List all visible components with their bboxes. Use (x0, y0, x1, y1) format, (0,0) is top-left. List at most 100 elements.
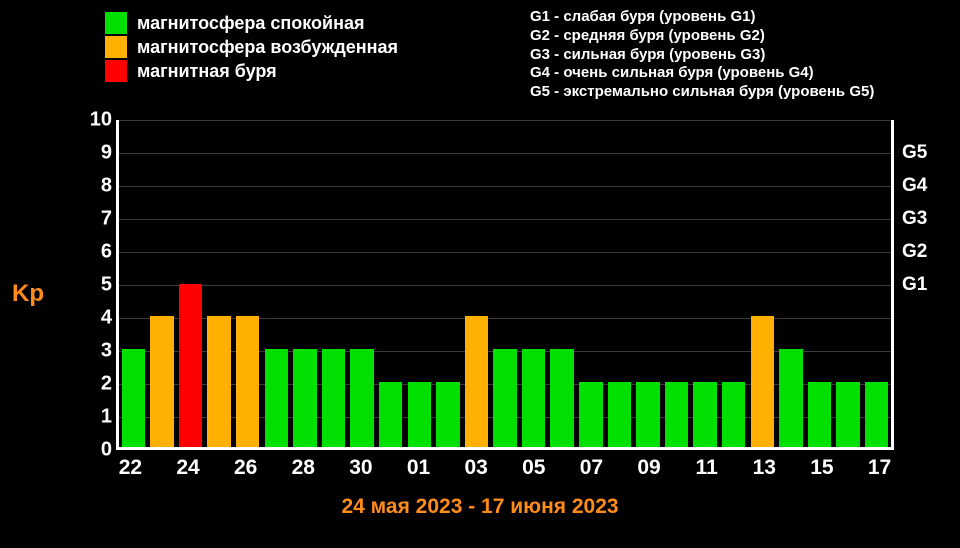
bar (522, 349, 545, 447)
legend-text: магнитосфера возбужденная (137, 37, 398, 58)
x-tick-label (606, 456, 635, 480)
x-tick-label (721, 456, 750, 480)
g-scale-label: G3 (902, 208, 927, 230)
x-tick-label (202, 456, 231, 480)
bar-slot (834, 120, 863, 447)
bar-slot (205, 120, 234, 447)
y-axis-label: Kp (12, 280, 44, 308)
bar-slot (376, 120, 405, 447)
bar (265, 349, 288, 447)
bar (322, 349, 345, 447)
x-tick-label (779, 456, 808, 480)
x-tick-label: 26 (231, 456, 260, 480)
bar (350, 349, 373, 447)
bar-slot (719, 120, 748, 447)
bar-slot (748, 120, 777, 447)
y-tick-label: 4 (101, 307, 112, 330)
bar-slot (176, 120, 205, 447)
legend-right-line: G5 - экстремально сильная буря (уровень … (530, 83, 874, 102)
x-tick-label: 11 (692, 456, 721, 480)
g-scale-label: G1 (902, 274, 927, 296)
x-tick-label: 22 (116, 456, 145, 480)
legend-left: магнитосфера спокойная магнитосфера возбу… (105, 12, 398, 84)
bar (293, 349, 316, 447)
bar-slot (119, 120, 148, 447)
x-tick-label (375, 456, 404, 480)
bar (408, 382, 431, 447)
x-axis-ticks: 22 24 26 28 30 01 03 05 07 09 11 13 15 1… (116, 456, 894, 480)
x-tick-label: 03 (462, 456, 491, 480)
x-tick-label: 07 (577, 456, 606, 480)
bar (693, 382, 716, 447)
bar (179, 284, 202, 448)
bar-slot (462, 120, 491, 447)
bar-slot (634, 120, 663, 447)
legend-swatch (105, 36, 127, 58)
y-tick-label: 9 (101, 142, 112, 165)
legend-swatch (105, 60, 127, 82)
x-tick-label: 30 (347, 456, 376, 480)
bar (436, 382, 459, 447)
x-tick-label (433, 456, 462, 480)
bar (722, 382, 745, 447)
bar-slot (319, 120, 348, 447)
g-scale-label: G4 (902, 175, 927, 197)
y-tick-label: 6 (101, 241, 112, 264)
bar (465, 316, 488, 447)
bar (608, 382, 631, 447)
bar-slot (605, 120, 634, 447)
bar-slot (348, 120, 377, 447)
legend-item: магнитосфера спокойная (105, 12, 398, 34)
x-tick-label (491, 456, 520, 480)
bar (865, 382, 888, 447)
bar (579, 382, 602, 447)
bar-slot (434, 120, 463, 447)
bar (207, 316, 230, 447)
x-tick-label (548, 456, 577, 480)
bar (122, 349, 145, 447)
y-tick-label: 10 (90, 109, 112, 132)
x-tick-label: 13 (750, 456, 779, 480)
x-tick-label: 01 (404, 456, 433, 480)
bar (808, 382, 831, 447)
bar (836, 382, 859, 447)
bar-slot (262, 120, 291, 447)
x-tick-label (318, 456, 347, 480)
x-tick-label (836, 456, 865, 480)
y-tick-label: 7 (101, 208, 112, 231)
x-tick-label: 28 (289, 456, 318, 480)
bars (119, 120, 891, 447)
chart-subtitle: 24 мая 2023 - 17 июня 2023 (0, 495, 960, 519)
bar-slot (862, 120, 891, 447)
legend-text: магнитосфера спокойная (137, 13, 365, 34)
x-tick-label: 17 (865, 456, 894, 480)
y-tick-label: 0 (101, 439, 112, 462)
legend-item: магнитосфера возбужденная (105, 36, 398, 58)
chart-container: магнитосфера спокойная магнитосфера возбу… (0, 0, 960, 548)
bar-slot (577, 120, 606, 447)
bar-slot (805, 120, 834, 447)
legend-right-line: G3 - сильная буря (уровень G3) (530, 46, 874, 65)
x-tick-label (260, 456, 289, 480)
bar-slot (291, 120, 320, 447)
y-tick-label: 1 (101, 406, 112, 429)
x-tick-label: 24 (174, 456, 203, 480)
bar-slot (548, 120, 577, 447)
bar-slot (405, 120, 434, 447)
y-axis-ticks: 012345678910 (90, 120, 112, 450)
bar-slot (662, 120, 691, 447)
bar-slot (233, 120, 262, 447)
legend-right-line: G2 - средняя буря (уровень G2) (530, 27, 874, 46)
legend-right-line: G4 - очень сильная буря (уровень G4) (530, 64, 874, 83)
bar (236, 316, 259, 447)
bar-slot (491, 120, 520, 447)
bar-slot (777, 120, 806, 447)
x-tick-label: 05 (519, 456, 548, 480)
bar-slot (519, 120, 548, 447)
g-scale-label: G5 (902, 142, 927, 164)
bar (636, 382, 659, 447)
chart-area: 012345678910 G1G2G3G4G5 22 24 26 28 30 0… (90, 120, 910, 450)
bar (779, 349, 802, 447)
x-tick-label (145, 456, 174, 480)
x-tick-label (663, 456, 692, 480)
